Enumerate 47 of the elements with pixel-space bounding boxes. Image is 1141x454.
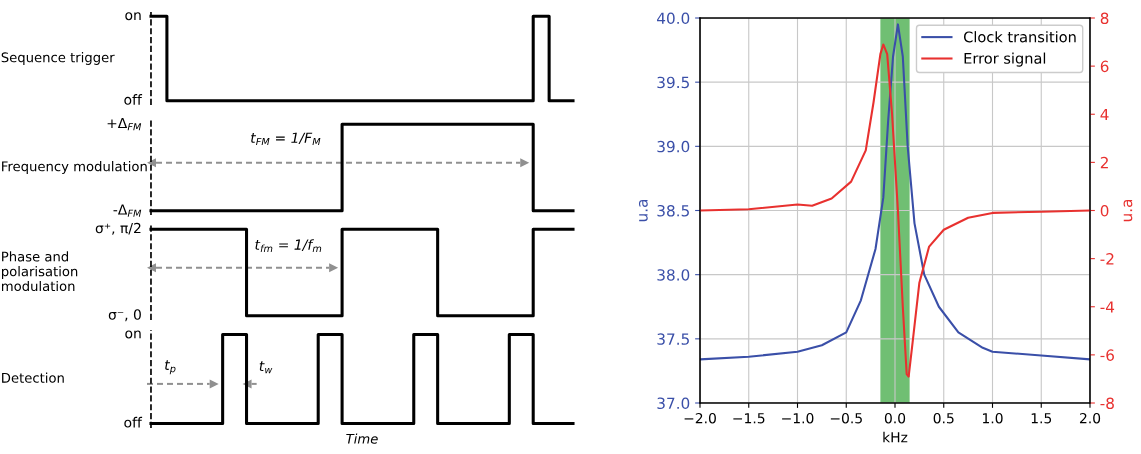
y-axis-title: Detection	[2, 372, 64, 383]
y-axis-title: Frequency modulation	[2, 161, 147, 174]
x-tick-label: −1.0	[782, 412, 814, 424]
y2-axis-title: u.a	[1123, 199, 1133, 222]
y-tick-label: 40.0	[657, 12, 690, 25]
legend-label: Error signal	[964, 52, 1046, 67]
x-tick-label: 0.5	[933, 412, 954, 424]
y2-tick-label: 6	[1100, 60, 1109, 73]
y-tick-label: 38.5	[657, 204, 689, 217]
x-tick-label: −0.5	[830, 412, 862, 424]
x-tick-label: 2.0	[1079, 412, 1101, 424]
y-tick-label: 37.5	[657, 333, 689, 345]
y2-tick-label: 2	[1100, 156, 1108, 169]
x-axis-title: kHz	[883, 431, 908, 443]
y-axis-title: u.a	[638, 199, 648, 222]
annotation: t$_{FM}$ = 1/F$_{M}$	[251, 132, 321, 146]
y2-tick-label: 0	[1100, 204, 1109, 217]
y-axis-title: Sequence trigger	[1, 52, 115, 65]
x-tick-label: 0.0	[884, 412, 906, 424]
y2-tick-label: -4	[1100, 301, 1115, 313]
text: on	[125, 330, 141, 339]
annotation: t$_{fm}$ = 1/f$_{m}$	[255, 239, 322, 253]
x-tick-label: −1.5	[733, 413, 765, 424]
y-axis-title: Phase and polarisation modulation	[2, 251, 78, 292]
text: σ⁺, π/2	[95, 222, 141, 235]
text: -Δ$_{FM}$	[113, 204, 142, 217]
x-tick-label: 1.5	[1031, 413, 1052, 424]
text: +Δ$_{FM}$	[107, 117, 142, 131]
y2-tick-label: -8	[1100, 397, 1114, 410]
y-tick-label: 39.5	[657, 76, 689, 89]
annotation: t$_{w}$	[259, 361, 273, 374]
legend-label: Clock transition	[963, 31, 1076, 43]
y-tick-label: 39.0	[657, 140, 690, 153]
x-tick-label: 1.0	[982, 412, 1003, 424]
x-axis-title: Time	[346, 433, 378, 444]
text: σ⁻, 0	[108, 309, 141, 322]
y2-tick-label: -6	[1100, 349, 1114, 361]
y-tick-label: 37.0	[657, 397, 690, 410]
text: on	[125, 12, 141, 21]
text: off	[124, 94, 143, 105]
annotation: t$_{p}$	[165, 360, 176, 375]
x-tick-label: −2.0	[684, 412, 716, 424]
y-tick-label: 38.0	[657, 269, 690, 281]
text: off	[124, 416, 143, 428]
y2-tick-label: 8	[1100, 12, 1109, 25]
y2-tick-label: -2	[1100, 253, 1114, 265]
y2-tick-label: 4	[1100, 108, 1109, 121]
